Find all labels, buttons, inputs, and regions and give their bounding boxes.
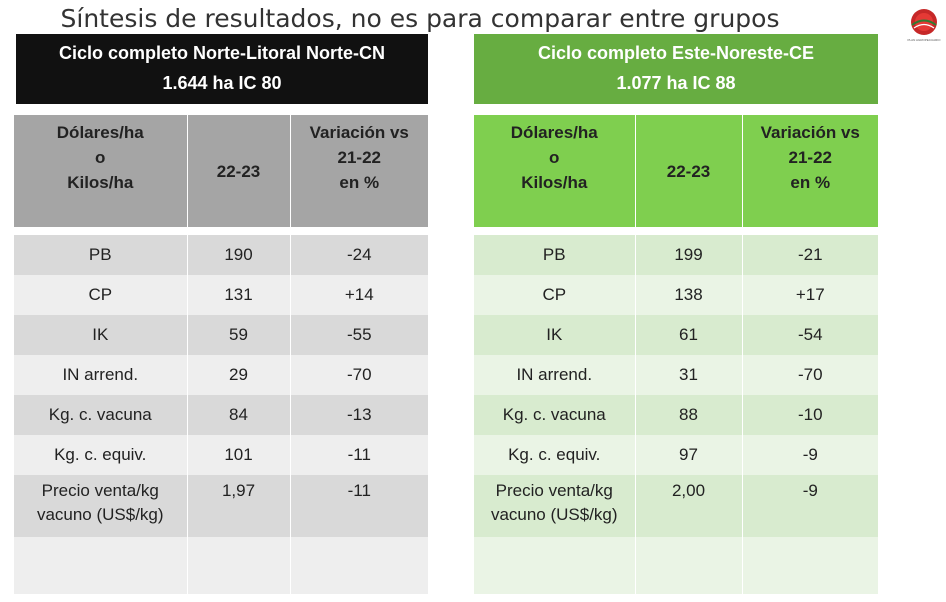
group-header-title: Ciclo completo Este-Noreste-CE	[537, 43, 815, 63]
row-value: 190	[187, 235, 291, 275]
row-variation: -11	[290, 435, 428, 475]
table-header-row: Dólares/ha o Kilos/ha 22-23 Variación vs…	[474, 115, 878, 227]
row-label: IN arrend.	[474, 355, 636, 395]
row-value: 59	[187, 315, 291, 355]
row-value: 29	[187, 355, 291, 395]
column-header-units: Dólares/ha o Kilos/ha	[14, 115, 188, 227]
row-variation: -55	[290, 315, 428, 355]
column-header-variation: Variación vs 21-22 en %	[742, 115, 878, 227]
row-variation: -70	[290, 355, 428, 395]
row-value: 2,00	[635, 475, 743, 537]
row-label: IN arrend.	[14, 355, 188, 395]
group-header-left: Ciclo completo Norte-Litoral Norte-CN 1.…	[16, 34, 428, 104]
row-variation: -10	[742, 395, 878, 435]
table-row: PB 190 -24	[14, 235, 428, 275]
row-label: Kg. c. equiv.	[14, 435, 188, 475]
row-value: 1,97	[187, 475, 291, 537]
results-table-left: Dólares/ha o Kilos/ha 22-23 Variación vs…	[14, 115, 428, 594]
table-row: IK 59 -55	[14, 315, 428, 355]
table-row: Kg. c. vacuna 88 -10	[474, 395, 878, 435]
plan-agropecuario-logo-icon: PLAN AGROPECUARIO	[904, 6, 944, 46]
row-label: CP	[14, 275, 188, 315]
logo-text: PLAN AGROPECUARIO	[907, 38, 941, 42]
row-variation: -9	[742, 435, 878, 475]
column-header-period: 22-23	[635, 115, 743, 227]
group-header-subtitle: 1.644 ha IC 80	[162, 73, 282, 93]
row-variation: -24	[290, 235, 428, 275]
row-value: 97	[635, 435, 743, 475]
row-value: 138	[635, 275, 743, 315]
row-variation: -13	[290, 395, 428, 435]
table-row-empty	[14, 537, 428, 594]
table-row: IN arrend. 31 -70	[474, 355, 878, 395]
row-value: 101	[187, 435, 291, 475]
row-label: Precio venta/kg vacuno (US$/kg)	[474, 475, 636, 537]
row-variation: -54	[742, 315, 878, 355]
table-row: IN arrend. 29 -70	[14, 355, 428, 395]
row-value: 84	[187, 395, 291, 435]
row-value: 61	[635, 315, 743, 355]
group-header-title: Ciclo completo Norte-Litoral Norte-CN	[58, 43, 385, 63]
row-variation: -11	[290, 475, 428, 537]
row-label: IK	[474, 315, 636, 355]
row-variation: -21	[742, 235, 878, 275]
table-row-price: Precio venta/kg vacuno (US$/kg) 2,00 -9	[474, 475, 878, 537]
group-header-subtitle: 1.077 ha IC 88	[616, 73, 736, 93]
column-header-units: Dólares/ha o Kilos/ha	[474, 115, 636, 227]
table-row: CP 138 +17	[474, 275, 878, 315]
row-value: 31	[635, 355, 743, 395]
table-row: Kg. c. equiv. 101 -11	[14, 435, 428, 475]
row-label: CP	[474, 275, 636, 315]
row-label: Kg. c. equiv.	[474, 435, 636, 475]
row-label: PB	[474, 235, 636, 275]
slide-title: Síntesis de resultados, no es para compa…	[60, 4, 780, 33]
row-label: IK	[14, 315, 188, 355]
row-value: 88	[635, 395, 743, 435]
row-variation: +17	[742, 275, 878, 315]
column-header-variation: Variación vs 21-22 en %	[290, 115, 428, 227]
table-row-empty	[474, 537, 878, 594]
table-row: PB 199 -21	[474, 235, 878, 275]
row-variation: -70	[742, 355, 878, 395]
row-label: Kg. c. vacuna	[14, 395, 188, 435]
group-header-right: Ciclo completo Este-Noreste-CE 1.077 ha …	[474, 34, 878, 104]
column-header-period: 22-23	[187, 115, 291, 227]
row-variation: +14	[290, 275, 428, 315]
table-row: CP 131 +14	[14, 275, 428, 315]
row-variation: -9	[742, 475, 878, 537]
table-row: Kg. c. equiv. 97 -9	[474, 435, 878, 475]
row-value: 131	[187, 275, 291, 315]
row-label: Kg. c. vacuna	[474, 395, 636, 435]
table-row-price: Precio venta/kg vacuno (US$/kg) 1,97 -11	[14, 475, 428, 537]
results-table-right: Dólares/ha o Kilos/ha 22-23 Variación vs…	[474, 115, 878, 594]
row-value: 199	[635, 235, 743, 275]
row-label: PB	[14, 235, 188, 275]
table-header-row: Dólares/ha o Kilos/ha 22-23 Variación vs…	[14, 115, 428, 227]
row-label: Precio venta/kg vacuno (US$/kg)	[14, 475, 188, 537]
table-row: IK 61 -54	[474, 315, 878, 355]
table-row: Kg. c. vacuna 84 -13	[14, 395, 428, 435]
